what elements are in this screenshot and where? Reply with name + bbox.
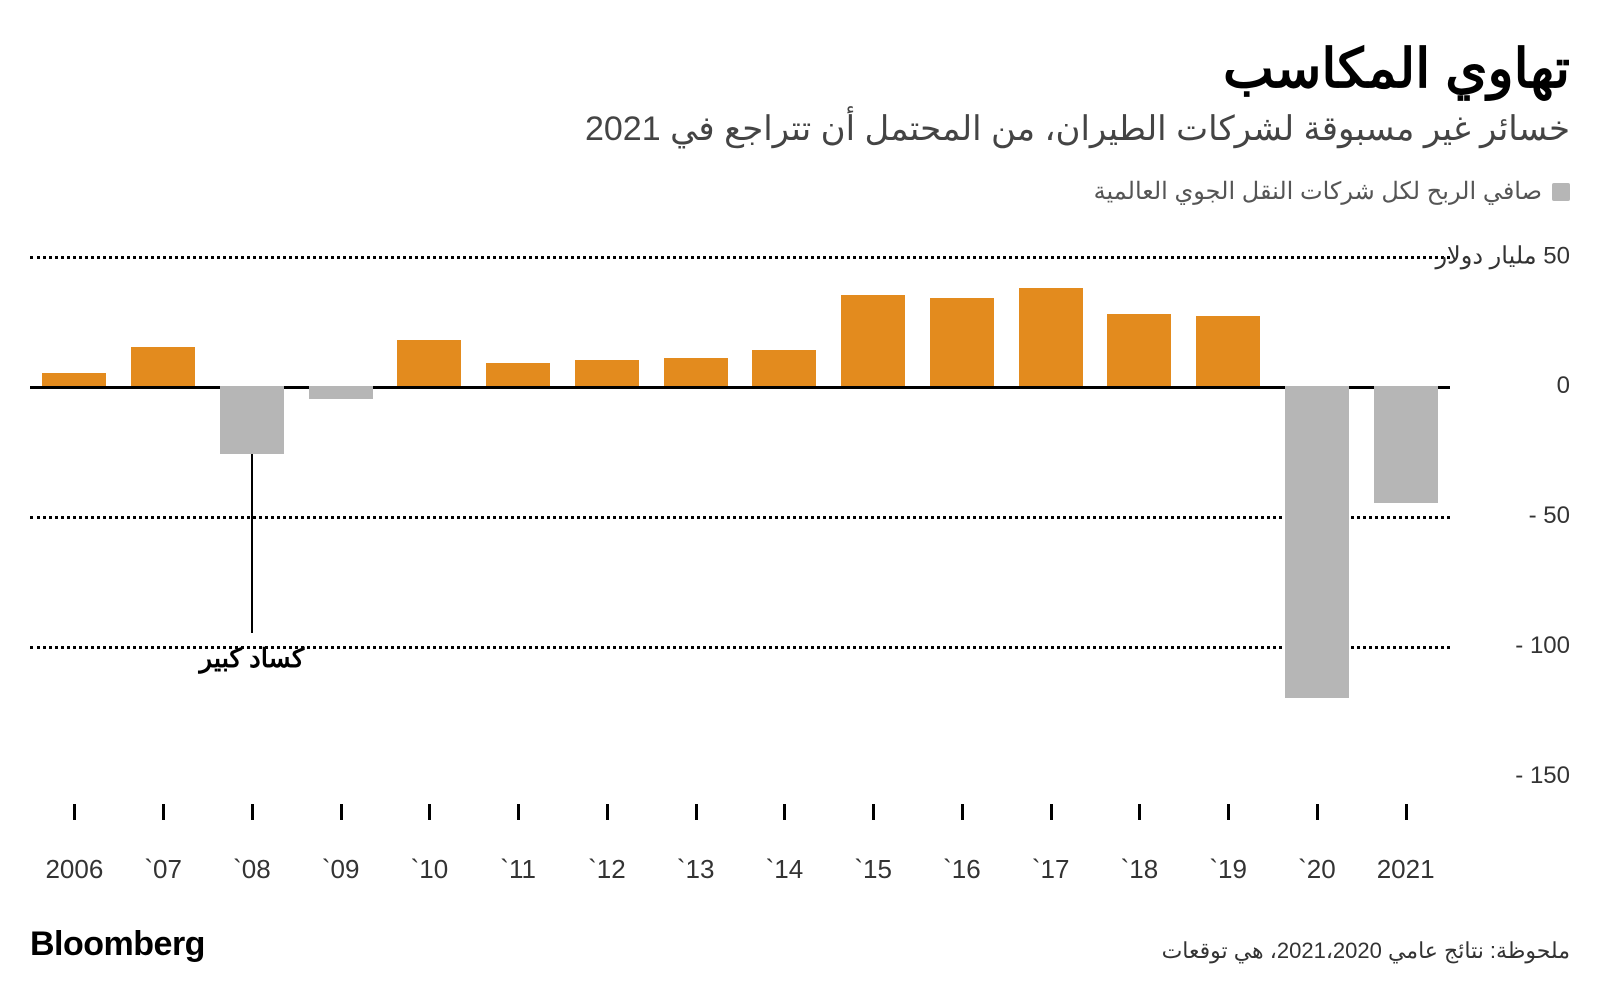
annotation-line xyxy=(251,454,253,633)
x-axis-label: `09 xyxy=(322,854,360,885)
x-tick xyxy=(340,804,343,820)
brand-logo: Bloomberg xyxy=(30,925,205,964)
y-axis-label: 0 xyxy=(1557,372,1570,400)
x-tick xyxy=(251,804,254,820)
x-tick xyxy=(606,804,609,820)
x-tick xyxy=(162,804,165,820)
footer: Bloomberg ملحوظة: نتائج عامي 2021،2020، … xyxy=(30,925,1570,964)
x-tick xyxy=(1050,804,1053,820)
bar xyxy=(575,360,639,386)
x-tick xyxy=(73,804,76,820)
x-tick xyxy=(1227,804,1230,820)
x-tick xyxy=(783,804,786,820)
x-axis-label: `07 xyxy=(144,854,182,885)
x-axis-label: `08 xyxy=(233,854,271,885)
bar xyxy=(930,298,994,386)
chart-title: تهاوي المكاسب xyxy=(30,40,1570,99)
y-axis-label: 100 - xyxy=(1515,632,1570,660)
x-axis-label: `20 xyxy=(1298,854,1336,885)
x-axis-label: `12 xyxy=(588,854,626,885)
x-axis-label: `17 xyxy=(1032,854,1070,885)
bar xyxy=(309,386,373,399)
bar xyxy=(752,350,816,386)
x-axis-label: `10 xyxy=(411,854,449,885)
x-axis-label: `13 xyxy=(677,854,715,885)
bar-chart: 50 مليار دولار050 -100 -150 -2006`07`08`… xyxy=(30,256,1570,894)
legend-label: صافي الربح لكل شركات النقل الجوي العالمي… xyxy=(1094,177,1542,206)
bar xyxy=(131,347,195,386)
x-axis-label: `16 xyxy=(943,854,981,885)
bar xyxy=(220,386,284,454)
y-axis-label: 50 مليار دولار xyxy=(1435,242,1570,271)
x-tick xyxy=(517,804,520,820)
x-axis-label: `18 xyxy=(1121,854,1159,885)
x-tick xyxy=(961,804,964,820)
x-tick xyxy=(872,804,875,820)
bar xyxy=(1374,386,1438,503)
x-tick xyxy=(1405,804,1408,820)
legend-swatch-icon xyxy=(1552,183,1570,201)
x-axis-label: 2021 xyxy=(1377,854,1435,885)
y-axis-label: 50 - xyxy=(1529,502,1570,530)
x-tick xyxy=(695,804,698,820)
bar xyxy=(1196,316,1260,386)
page: تهاوي المكاسب خسائر غير مسبوقة لشركات ال… xyxy=(0,0,1600,994)
grid-line xyxy=(30,256,1450,259)
annotation-text: كساد كبير xyxy=(200,643,305,674)
chart-subtitle: خسائر غير مسبوقة لشركات الطيران، من المح… xyxy=(30,109,1570,149)
bar xyxy=(1019,288,1083,387)
x-tick xyxy=(428,804,431,820)
legend: صافي الربح لكل شركات النقل الجوي العالمي… xyxy=(30,177,1570,206)
x-axis-label: `11 xyxy=(500,854,536,885)
bar xyxy=(664,358,728,387)
x-axis-label: `14 xyxy=(766,854,804,885)
x-tick xyxy=(1138,804,1141,820)
footnote: ملحوظة: نتائج عامي 2021،2020، هي توقعات xyxy=(1162,938,1570,964)
grid-line xyxy=(30,516,1450,519)
x-axis-label: 2006 xyxy=(45,854,103,885)
x-axis-label: `15 xyxy=(854,854,892,885)
bar xyxy=(841,295,905,386)
x-tick xyxy=(1316,804,1319,820)
bar xyxy=(1285,386,1349,698)
bar xyxy=(42,373,106,386)
bar xyxy=(486,363,550,386)
x-axis-label: `19 xyxy=(1209,854,1247,885)
bar xyxy=(1107,314,1171,387)
y-axis-label: 150 - xyxy=(1515,762,1570,790)
bar xyxy=(397,340,461,387)
